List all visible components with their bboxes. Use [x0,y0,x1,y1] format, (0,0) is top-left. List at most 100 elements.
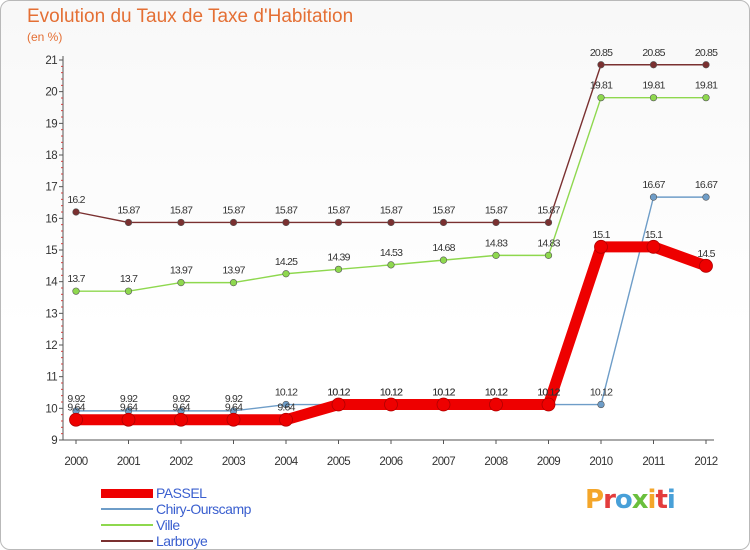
data-label: 9.64 [225,402,243,414]
x-tick-label: 2000 [64,456,87,468]
chart-unit: (en %) [27,30,63,44]
series-lines [69,61,713,427]
y-tick-label: 20 [45,87,57,99]
x-tick-label: 2009 [537,456,560,468]
data-label: 10.12 [327,387,350,399]
data-label: 15.87 [380,204,403,216]
series-point-2 [597,94,605,102]
series-point-2 [124,287,133,295]
data-label: 15.87 [432,204,455,216]
series-point-passel [121,412,136,427]
data-label: 10.12 [432,387,455,399]
series-point-3 [72,208,80,216]
series-point-1 [649,193,658,201]
series-point-2 [229,279,238,287]
legend-swatch [101,488,153,498]
data-label: 16.2 [67,194,85,206]
x-tick-label: 2006 [379,456,402,468]
series-point-1 [282,400,290,409]
series-point-passel [699,258,713,273]
data-label: 10.12 [485,387,508,399]
data-label: 15.1 [645,229,663,241]
data-label: 9.92 [225,393,243,405]
data-label: 14.68 [432,242,455,254]
data-label: 10.12 [432,387,455,399]
data-label: 20.85 [642,47,665,59]
data-label: 15.87 [275,204,298,216]
y-tick-label: 10 [45,403,57,415]
data-label: 9.64 [120,402,138,414]
legend-label: Chiry-Ourscamp [156,501,251,517]
data-label: 16.67 [695,179,718,191]
chart-title: Evolution du Taux de Taxe d'Habitation [27,6,354,27]
data-label: 19.81 [695,80,718,92]
data-label: 19.81 [590,80,613,92]
chart-axes: 9 10 11 12 13 14 15 16 17 18 19 20 21 2000 2001 2002 200… [45,55,718,468]
legend-label: Ville [156,517,180,533]
y-tick-label: 9 [51,435,57,447]
series-point-passel [541,397,556,412]
series-point-2 [177,279,185,287]
series-point-3 [334,218,343,227]
data-label: 10.12 [327,387,350,399]
y-tick-label: 17 [45,182,57,194]
series-point-3 [124,218,133,227]
series-point-passel [279,412,293,427]
x-tick-label: 2002 [169,456,192,468]
series-point-2 [544,251,553,259]
series-point-passel [594,239,608,254]
logo-letter: i [647,485,657,515]
x-tick-label: 2010 [589,456,612,468]
series-labels: 9.64 9.64 9.64 9.64 9.64 10.12 10.12 10.12 10.12… [67,47,719,414]
data-label: 14.83 [485,237,508,249]
legend-swatch [101,508,153,510]
series-point-3 [177,218,185,227]
series-point-2 [282,270,290,278]
data-label: 14.25 [275,256,298,268]
data-label: 15.1 [592,229,610,241]
data-label: 13.7 [120,273,138,285]
data-label: 9.64 [277,402,295,414]
series-point-passel [384,397,398,412]
series-point-passel [489,397,503,412]
data-label: 16.67 [642,179,665,191]
series-point-passel [331,397,346,412]
x-tick-label: 2001 [117,456,140,468]
series-point-passel [226,412,241,427]
y-tick-label: 14 [45,277,58,289]
series-point-3 [649,61,658,69]
series-point-3 [597,61,605,69]
data-label: 13.97 [170,265,193,277]
series-point-3 [702,61,710,69]
data-label: 15.87 [485,204,508,216]
y-tick-label: 16 [45,213,57,225]
y-tick-label: 12 [45,340,57,352]
series-point-3 [282,218,290,227]
series-point-2 [439,256,448,264]
logo-letter: x [631,485,649,515]
series-point-2 [702,94,710,102]
data-label: 9.92 [120,393,138,405]
data-label: 15.87 [537,204,560,216]
series-point-1 [597,400,605,409]
series-line-1 [75,196,707,412]
data-label: 9.64 [172,402,190,414]
logo-letter: t [655,485,667,515]
series-point-passel [69,412,83,427]
data-label: 15.87 [327,204,350,216]
series-point-passel [436,397,451,412]
data-label: 20.85 [695,47,718,59]
data-label: 10.12 [485,387,508,399]
y-tick-label: 13 [45,308,57,320]
series-point-passel [646,239,661,254]
series-point-3 [229,218,238,227]
series-point-3 [387,218,395,227]
x-tick-label: 2007 [432,456,455,468]
data-label: 13.97 [222,265,245,277]
legend-label: Larbroye [156,533,208,549]
y-tick-label: 19 [45,118,57,130]
data-label: 10.12 [590,387,613,399]
proxiti-logo: Proxiti [585,485,676,515]
